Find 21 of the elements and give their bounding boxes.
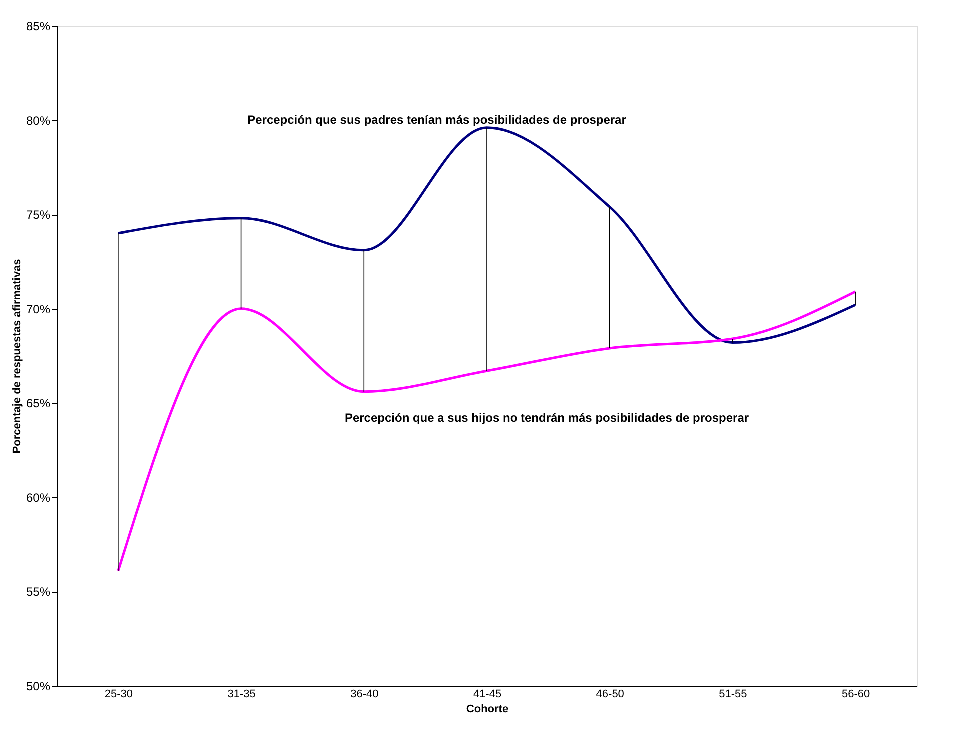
y-tick-label: 60% (26, 490, 51, 505)
x-tick-label: 36-40 (350, 688, 379, 700)
y-axis-title: Porcentaje de respuestas afirmativas (11, 259, 24, 454)
y-tick-label: 75% (26, 208, 51, 222)
x-tick-label: 25-30 (104, 688, 133, 700)
series-label: Percepción que a sus hijos no tendrán más posibilidades de prosperar (344, 411, 750, 425)
y-tick-label: 65% (26, 396, 51, 411)
x-tick-label: 41-45 (473, 688, 502, 700)
x-tick-label: 51-55 (719, 688, 748, 700)
y-tick-label: 70% (26, 302, 51, 316)
y-tick-label: 80% (26, 114, 51, 128)
x-axis-title: Cohorte (466, 704, 509, 716)
y-tick-label: 85% (26, 20, 51, 34)
y-tick-label: 50% (26, 680, 51, 694)
x-tick-label: 46-50 (596, 688, 624, 700)
text: Percepción que sus padres tenían más posibilidades de prosperar (248, 113, 627, 127)
x-tick-label: 31-35 (228, 688, 256, 700)
line-series (117, 126, 857, 344)
y-tick-label: 55% (26, 585, 51, 600)
line-series (117, 290, 857, 572)
x-tick-label: 56-60 (842, 688, 870, 700)
